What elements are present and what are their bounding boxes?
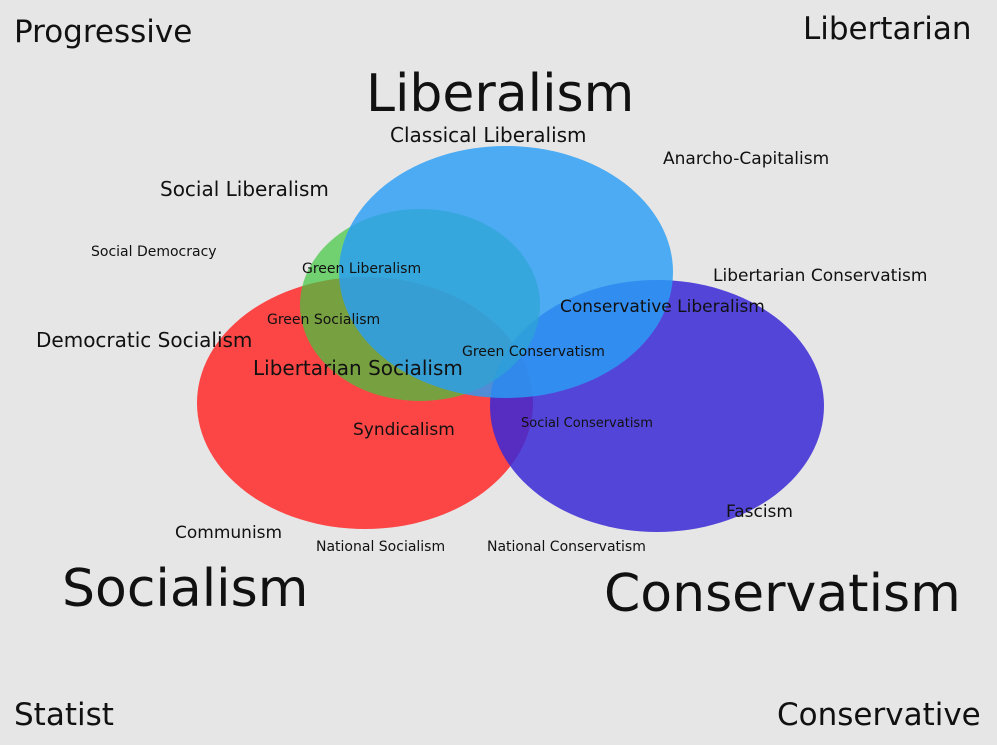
statist-label: Statist — [14, 697, 114, 733]
conservative-liberalism-label: Conservative Liberalism — [560, 297, 765, 317]
anarcho-capitalism-label: Anarcho-Capitalism — [663, 149, 830, 169]
conservative-label: Conservative — [777, 697, 981, 733]
libertarian-conservatism-label: Libertarian Conservatism — [713, 266, 928, 286]
social-conservatism-label: Social Conservatism — [521, 416, 653, 431]
national-socialism-label: National Socialism — [316, 539, 446, 555]
green-liberalism-label: Green Liberalism — [302, 261, 422, 277]
conservatism-title: Conservatism — [604, 564, 961, 624]
progressive-label: Progressive — [14, 14, 193, 50]
socialism-title: Socialism — [62, 559, 309, 619]
social-liberalism-label: Social Liberalism — [160, 177, 329, 201]
communism-label: Communism — [175, 523, 283, 543]
liberalism-circle — [339, 146, 673, 398]
national-conservatism-label: National Conservatism — [487, 539, 646, 555]
fascism-label: Fascism — [726, 502, 793, 522]
libertarian-label: Libertarian — [803, 11, 972, 47]
liberalism-title: Liberalism — [366, 64, 635, 124]
libertarian-socialism-label: Libertarian Socialism — [253, 356, 463, 380]
classical-liberalism-label: Classical Liberalism — [390, 123, 587, 147]
democratic-socialism-label: Democratic Socialism — [36, 328, 253, 352]
green-socialism-label: Green Socialism — [267, 312, 381, 328]
social-democracy-label: Social Democracy — [91, 244, 217, 260]
syndicalism-label: Syndicalism — [353, 420, 455, 440]
green-conservatism-label: Green Conservatism — [462, 344, 605, 360]
